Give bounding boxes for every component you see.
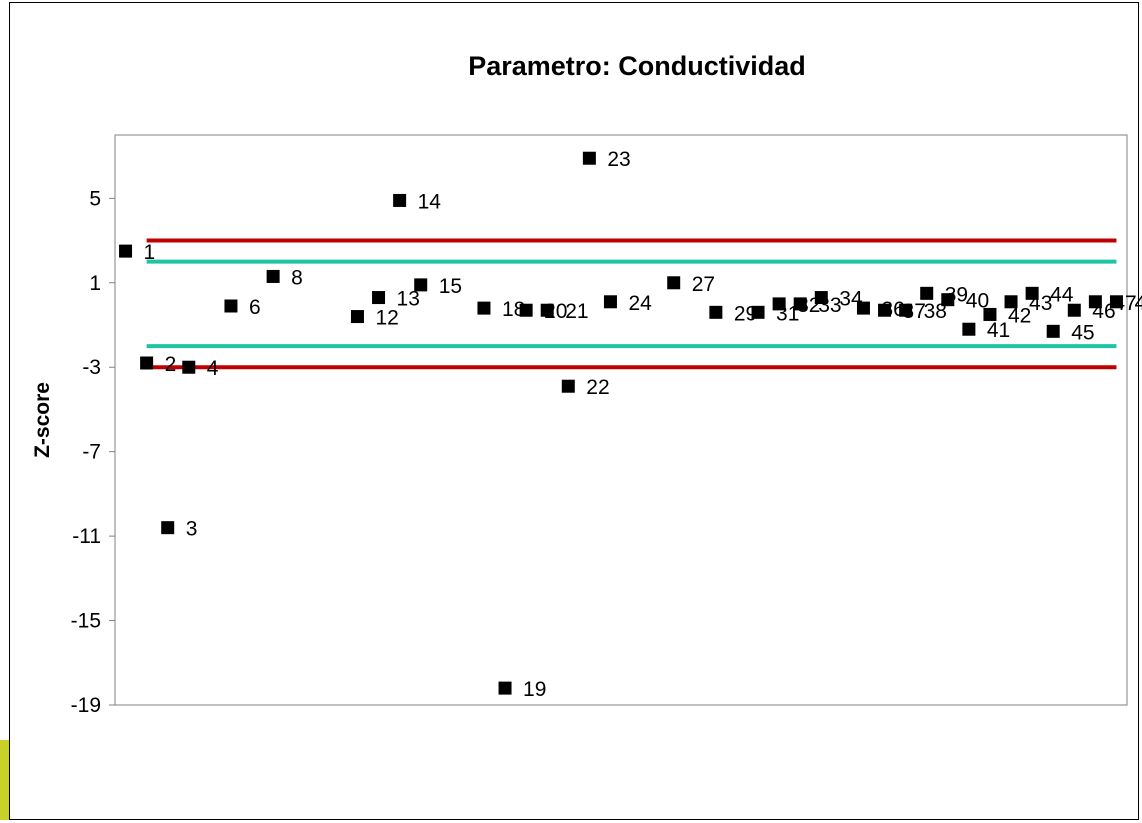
y-tick-label: -7 [82, 441, 101, 464]
y-tick-label: -19 [71, 694, 101, 717]
data-label: 2 [165, 353, 177, 376]
data-label: 20 [544, 300, 567, 323]
data-point [941, 293, 955, 307]
data-point [772, 297, 786, 311]
data-point [920, 286, 934, 300]
data-label: 12 [375, 307, 398, 330]
data-point [603, 295, 617, 309]
plot-area [114, 134, 1128, 706]
y-tick-label: -3 [82, 356, 101, 379]
data-point [751, 305, 765, 319]
data-label: 47 [1113, 292, 1136, 315]
data-label: 23 [607, 148, 630, 171]
data-label: 1 [144, 241, 156, 264]
data-label: 13 [397, 288, 420, 311]
data-point [372, 291, 386, 305]
data-point [140, 356, 154, 370]
data-label: 48 [1134, 292, 1142, 315]
data-point [561, 379, 575, 393]
data-point [667, 276, 681, 290]
data-point [1109, 295, 1123, 309]
data-label: 32 [797, 294, 820, 317]
data-label: 14 [418, 190, 442, 213]
data-point [224, 299, 238, 313]
data-label: 31 [776, 302, 799, 325]
data-point [540, 303, 554, 317]
data-label: 46 [1092, 300, 1115, 323]
data-points [119, 151, 1123, 695]
reference-lines [146, 238, 1117, 370]
data-point [983, 307, 997, 321]
data-point [393, 193, 407, 207]
data-label: 4 [207, 357, 219, 380]
data-point [1025, 286, 1039, 300]
data-label: 8 [291, 266, 303, 289]
data-label: 3 [186, 518, 198, 541]
data-point [962, 322, 976, 336]
y-axis-label: Z-score [31, 382, 54, 458]
data-point [477, 301, 491, 315]
data-point [182, 360, 196, 374]
data-point [1046, 324, 1060, 338]
data-label: 38 [924, 300, 947, 323]
data-label: 21 [565, 300, 588, 323]
data-label: 45 [1071, 321, 1094, 344]
data-point [856, 301, 870, 315]
data-point [161, 521, 175, 535]
accent-bar [0, 740, 9, 820]
y-tick-label: -15 [71, 610, 101, 633]
data-point [350, 310, 364, 324]
y-axis-ticks: 5 1 -3 -7 -11 -15 -19 [71, 187, 115, 717]
data-point [498, 681, 512, 695]
data-point [878, 303, 892, 317]
data-label: 27 [692, 273, 715, 296]
data-label: 24 [628, 292, 652, 315]
data-point [793, 297, 807, 311]
data-point [899, 303, 913, 317]
data-label: 40 [966, 290, 989, 313]
data-label: 42 [1008, 304, 1031, 327]
data-label: 39 [945, 283, 968, 306]
data-point [1067, 303, 1081, 317]
data-label: 22 [586, 376, 609, 399]
data-label: 6 [249, 296, 261, 319]
data-label: 18 [502, 298, 525, 321]
data-label: 41 [987, 319, 1010, 342]
data-label: 37 [903, 300, 926, 323]
data-label: 43 [1029, 292, 1052, 315]
data-point [814, 291, 828, 305]
chart-title: Parametro: Conductividad [468, 51, 806, 81]
data-label: 29 [734, 302, 757, 325]
data-point [709, 305, 723, 319]
y-tick-label: 1 [89, 272, 101, 295]
data-point [266, 269, 280, 283]
data-label: 15 [439, 275, 462, 298]
data-label: 44 [1050, 283, 1074, 306]
data-label: 36 [881, 298, 904, 321]
data-point [519, 303, 533, 317]
data-point [1004, 295, 1018, 309]
data-label: 34 [839, 288, 863, 311]
y-tick-label: -11 [72, 525, 101, 548]
y-tick-label: 5 [89, 187, 101, 210]
data-label: 19 [523, 678, 546, 701]
data-point [414, 278, 428, 292]
data-point [1088, 295, 1102, 309]
data-point [582, 151, 596, 165]
data-point [119, 244, 133, 258]
data-label: 33 [818, 294, 841, 317]
